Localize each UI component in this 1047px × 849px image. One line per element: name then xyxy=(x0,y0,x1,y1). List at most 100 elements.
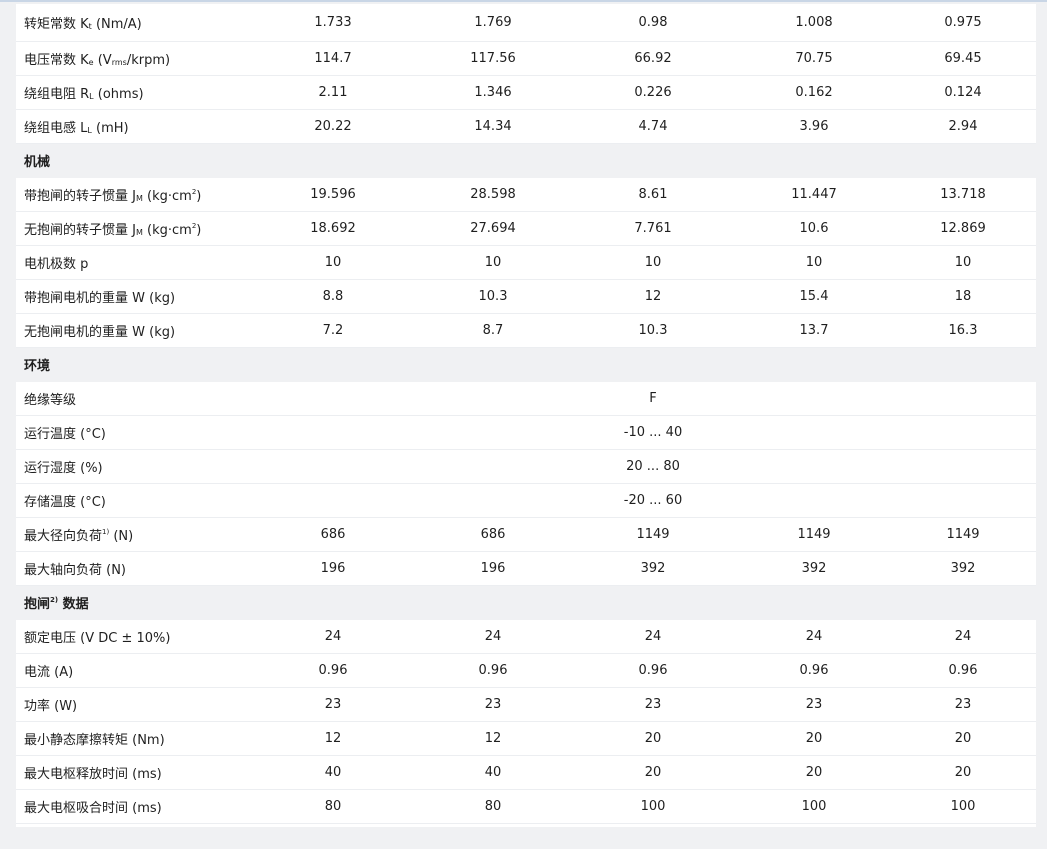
row-label: 功率 (W) xyxy=(16,687,248,722)
value-cell: 15.4 xyxy=(738,279,890,314)
value-cell: 27.694 xyxy=(418,211,568,246)
table-row: 无抱闸的转子惯量 JM (kg·cm2) 18.692 27.694 7.761 10.… xyxy=(16,211,1036,246)
value-cell: 24 xyxy=(890,619,1036,654)
value-cell: 16.3 xyxy=(890,313,1036,348)
value-cell: 0.226 xyxy=(568,75,738,110)
value-cell: 18 xyxy=(890,279,1036,314)
value-cell xyxy=(418,483,568,518)
value-cell: 1.346 xyxy=(418,75,568,110)
label-superscript: 2) xyxy=(50,595,59,604)
label-text: 电机极数 p xyxy=(24,256,89,272)
table-row: 无抱闸电机的重量 W (kg) 7.2 8.7 10.3 13.7 16.3 xyxy=(16,313,1036,348)
section-title: 环境 xyxy=(16,347,1036,382)
value-cell: 13.7 xyxy=(738,313,890,348)
row-label: 电流 (A) xyxy=(16,653,248,688)
label-subscript: t xyxy=(88,21,92,31)
table-row: 最大径向负荷1) (N) 686 686 1149 1149 1149 xyxy=(16,517,1036,552)
value-cell: 20 xyxy=(890,721,1036,756)
row-label: 最大电枢吸合时间 (ms) xyxy=(16,789,248,824)
label-subscript: e xyxy=(88,57,94,67)
value-cell: 100 xyxy=(738,789,890,824)
row-label: 无抱闸的转子惯量 JM (kg·cm2) xyxy=(16,211,248,246)
value-cell: 0.96 xyxy=(890,653,1036,688)
value-cell: 28.598 xyxy=(418,177,568,212)
value-cell: 20 xyxy=(568,755,738,790)
value-cell: 0.96 xyxy=(568,653,738,688)
value-cell xyxy=(890,449,1036,484)
value-cell xyxy=(248,415,418,450)
label-text: 最大电枢吸合时间 (ms) xyxy=(24,800,162,816)
label-text: 最小静态摩擦转矩 (Nm) xyxy=(24,732,165,748)
label-text: 电流 (A) xyxy=(24,664,74,680)
value-cell: 1.769 xyxy=(418,4,568,42)
value-cell: 80 xyxy=(248,789,418,824)
value-cell xyxy=(738,483,890,518)
label-superscript: 2 xyxy=(191,187,197,196)
value-cell: 80 xyxy=(418,789,568,824)
label-text: ) xyxy=(196,222,202,238)
label-superscript: 2 xyxy=(191,221,197,230)
value-cell: 12.869 xyxy=(890,211,1036,246)
label-text: ) xyxy=(196,188,202,204)
value-cell: 40 xyxy=(248,755,418,790)
value-cell: 0.162 xyxy=(738,75,890,110)
table-row: 最小静态摩擦转矩 (Nm) 12 12 20 20 20 xyxy=(16,721,1036,756)
value-cell: 19.596 xyxy=(248,177,418,212)
value-cell: 11.447 xyxy=(738,177,890,212)
label-text: 无抱闸的转子惯量 J xyxy=(24,222,136,238)
value-cell: 686 xyxy=(418,517,568,552)
table-row: 转矩常数 Kt (Nm/A) 1.733 1.769 0.98 1.008 0.975 xyxy=(16,4,1036,42)
label-subscript: M xyxy=(135,193,143,203)
label-text: 抱闸 xyxy=(24,596,51,612)
value-cell: 40 xyxy=(418,755,568,790)
value-cell: 12 xyxy=(418,721,568,756)
label-text: 转矩常数 K xyxy=(24,16,89,32)
table-row: 功率 (W) 23 23 23 23 23 xyxy=(16,687,1036,722)
row-label: 电机极数 p xyxy=(16,245,248,280)
label-text: 运行湿度 (%) xyxy=(24,460,103,476)
value-cell: 117.56 xyxy=(418,41,568,76)
label-text: 存储温度 (°C) xyxy=(24,494,106,510)
value-cell: 196 xyxy=(248,551,418,586)
table-row: 运行湿度 (%) 20 ... 80 xyxy=(16,449,1036,484)
row-label: 电压常数 Ke (Vrms/krpm) xyxy=(16,41,248,76)
label-text: 无抱闸电机的重量 W (kg) xyxy=(24,324,176,340)
label-text: (V xyxy=(93,52,112,68)
value-cell: 12 xyxy=(248,721,418,756)
value-cell: 23 xyxy=(568,687,738,722)
table-row: 电机极数 p 10 10 10 10 10 xyxy=(16,245,1036,280)
value-cell: 10.6 xyxy=(738,211,890,246)
value-cell: 2.11 xyxy=(248,75,418,110)
label-text: 额定电压 (V DC ± 10%) xyxy=(24,630,171,646)
value-cell: 392 xyxy=(890,551,1036,586)
value-cell: 0.96 xyxy=(248,653,418,688)
section-title: 抱闸2) 数据 xyxy=(16,585,1036,620)
value-cell: 196 xyxy=(418,551,568,586)
label-text: (kg·cm xyxy=(142,188,192,204)
label-text: 数据 xyxy=(58,596,89,612)
spec-table-body: 转矩常数 Kt (Nm/A) 1.733 1.769 0.98 1.008 0.975 电压… xyxy=(16,4,1036,824)
value-cell: 12 xyxy=(568,279,738,314)
top-border xyxy=(0,0,1047,2)
value-cell xyxy=(738,415,890,450)
value-cell: 24 xyxy=(738,619,890,654)
value-cell: 24 xyxy=(568,619,738,654)
label-text: 机械 xyxy=(24,154,51,170)
row-label: 运行温度 (°C) xyxy=(16,415,248,450)
row-label: 存储温度 (°C) xyxy=(16,483,248,518)
table-row: 绕组电感 LL (mH) 20.22 14.34 4.74 3.96 2.94 xyxy=(16,109,1036,144)
value-cell: 23 xyxy=(248,687,418,722)
value-cell: 0.975 xyxy=(890,4,1036,42)
label-subscript: L xyxy=(87,125,92,135)
label-text: 最大径向负荷 xyxy=(24,528,103,544)
value-cell: 20 xyxy=(890,755,1036,790)
row-label: 带抱闸的转子惯量 JM (kg·cm2) xyxy=(16,177,248,212)
label-text: 最大轴向负荷 (N) xyxy=(24,562,127,578)
row-label: 绕组电感 LL (mH) xyxy=(16,109,248,144)
label-subscript: rms xyxy=(111,57,127,67)
value-cell: 69.45 xyxy=(890,41,1036,76)
row-label: 最大电枢释放时间 (ms) xyxy=(16,755,248,790)
row-label: 最大径向负荷1) (N) xyxy=(16,517,248,552)
value-cell xyxy=(890,483,1036,518)
value-cell: 1.733 xyxy=(248,4,418,42)
